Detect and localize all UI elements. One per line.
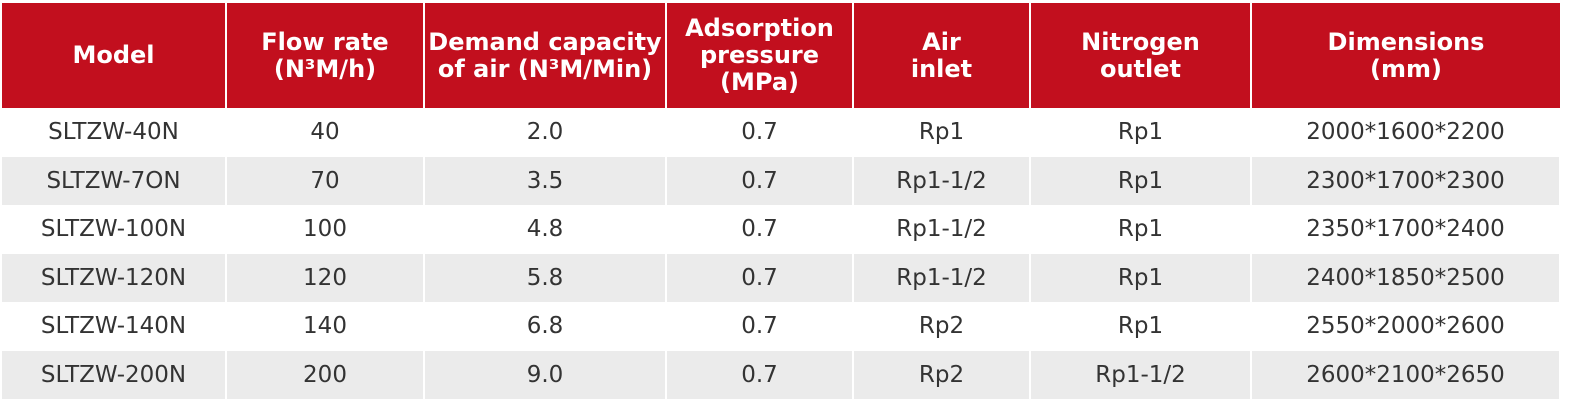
header-cell: Air inlet — [853, 3, 1031, 108]
table-row: SLTZW-120N 120 5.8 0.7 Rp1-1/2 Rp1 2400*1850*2… — [2, 253, 1561, 302]
header-text: of air (N³M/Min) — [437, 54, 653, 83]
header-text: outlet — [1099, 54, 1182, 83]
table-cell: 140 — [226, 302, 425, 351]
table-cell: 4.8 — [424, 205, 667, 254]
header-cell: Adsorption pressure (MPa) — [666, 3, 854, 108]
table-row: SLTZW-200N 200 9.0 0.7 Rp2 Rp1-1/2 2600*2100*2… — [2, 350, 1561, 399]
table-cell: Rp1-1/2 — [1030, 350, 1252, 399]
header-text: pressure — [699, 41, 820, 69]
table-cell: Rp1 — [1030, 302, 1252, 351]
spec-table: Model Flow rate (N³M/h) Demand capacity of a… — [2, 3, 1561, 399]
header-text: Model — [72, 41, 155, 69]
table-cell: SLTZW-40N — [2, 108, 227, 157]
table-cell: Rp2 — [853, 302, 1031, 351]
table-cell: 2000*1600*2200 — [1251, 108, 1561, 157]
table-cell: 6.8 — [424, 302, 667, 351]
header-row: Model Flow rate (N³M/h) Demand capacity of a… — [2, 3, 1560, 108]
table-cell: Rp1 — [853, 108, 1031, 157]
table-cell: 120 — [226, 253, 425, 302]
table-row: SLTZW-40N 40 2.0 0.7 Rp1 Rp1 2000*1600*2200 — [2, 108, 1561, 157]
header-text: inlet — [910, 54, 973, 83]
header-cell: Flow rate (N³M/h) — [226, 3, 425, 108]
table-row: SLTZW-7ON 70 3.5 0.7 Rp1-1/2 Rp1 2300*1700*230… — [2, 156, 1561, 205]
table-row: SLTZW-140N 140 6.8 0.7 Rp2 Rp1 2550*2000*2600 — [2, 302, 1561, 351]
header-text: (N³M/h) — [273, 54, 377, 83]
table-cell: SLTZW-120N — [2, 253, 227, 302]
table-cell: 2300*1700*2300 — [1251, 156, 1561, 205]
header-cell: Nitrogen outlet — [1030, 3, 1252, 108]
header-cell: Dimensions (mm) — [1251, 3, 1560, 108]
table-cell: Rp1-1/2 — [853, 253, 1031, 302]
header-text: (MPa) — [720, 68, 799, 96]
table-cell: Rp2 — [853, 350, 1031, 399]
table-cell: 0.7 — [666, 302, 854, 351]
table-cell: 0.7 — [666, 156, 854, 205]
header-text: Nitrogen — [1081, 27, 1200, 56]
header-text: Adsorption — [685, 14, 834, 42]
table-cell: 0.7 — [666, 253, 854, 302]
table-cell: Rp1 — [1030, 108, 1252, 157]
table-cell: 9.0 — [424, 350, 667, 399]
header-text: Flow rate — [261, 27, 389, 56]
table-cell: 2400*1850*2500 — [1251, 253, 1561, 302]
table-cell: 40 — [226, 108, 425, 157]
header-text: Dimensions — [1327, 27, 1485, 56]
table-cell: Rp1 — [1030, 253, 1252, 302]
header-cell: Demand capacity of air (N³M/Min) — [424, 3, 667, 108]
table-cell: 70 — [226, 156, 425, 205]
table-cell: 2350*1700*2400 — [1251, 205, 1561, 254]
table-cell: Rp1 — [1030, 205, 1252, 254]
table-cell: Rp1-1/2 — [853, 205, 1031, 254]
table-cell: 0.7 — [666, 108, 854, 157]
table-cell: SLTZW-7ON — [2, 156, 227, 205]
header-text: Air — [922, 27, 961, 56]
header-cell: Model — [2, 3, 227, 108]
table-cell: 2600*2100*2650 — [1251, 350, 1561, 399]
table-cell: 0.7 — [666, 350, 854, 399]
table-cell: 0.7 — [666, 205, 854, 254]
header-text: Demand capacity — [428, 27, 662, 56]
table-cell: 2550*2000*2600 — [1251, 302, 1561, 351]
table-row: SLTZW-100N 100 4.8 0.7 Rp1-1/2 Rp1 2350*1700*2… — [2, 205, 1561, 254]
table-cell: SLTZW-100N — [2, 205, 227, 254]
table-cell: 200 — [226, 350, 425, 399]
header-text: (mm) — [1370, 54, 1442, 83]
table-cell: 3.5 — [424, 156, 667, 205]
table-cell: 2.0 — [424, 108, 667, 157]
table-cell: 100 — [226, 205, 425, 254]
table-cell: Rp1 — [1030, 156, 1252, 205]
table-cell: 5.8 — [424, 253, 667, 302]
table-cell: SLTZW-140N — [2, 302, 227, 351]
table-cell: SLTZW-200N — [2, 350, 227, 399]
table-cell: Rp1-1/2 — [853, 156, 1031, 205]
